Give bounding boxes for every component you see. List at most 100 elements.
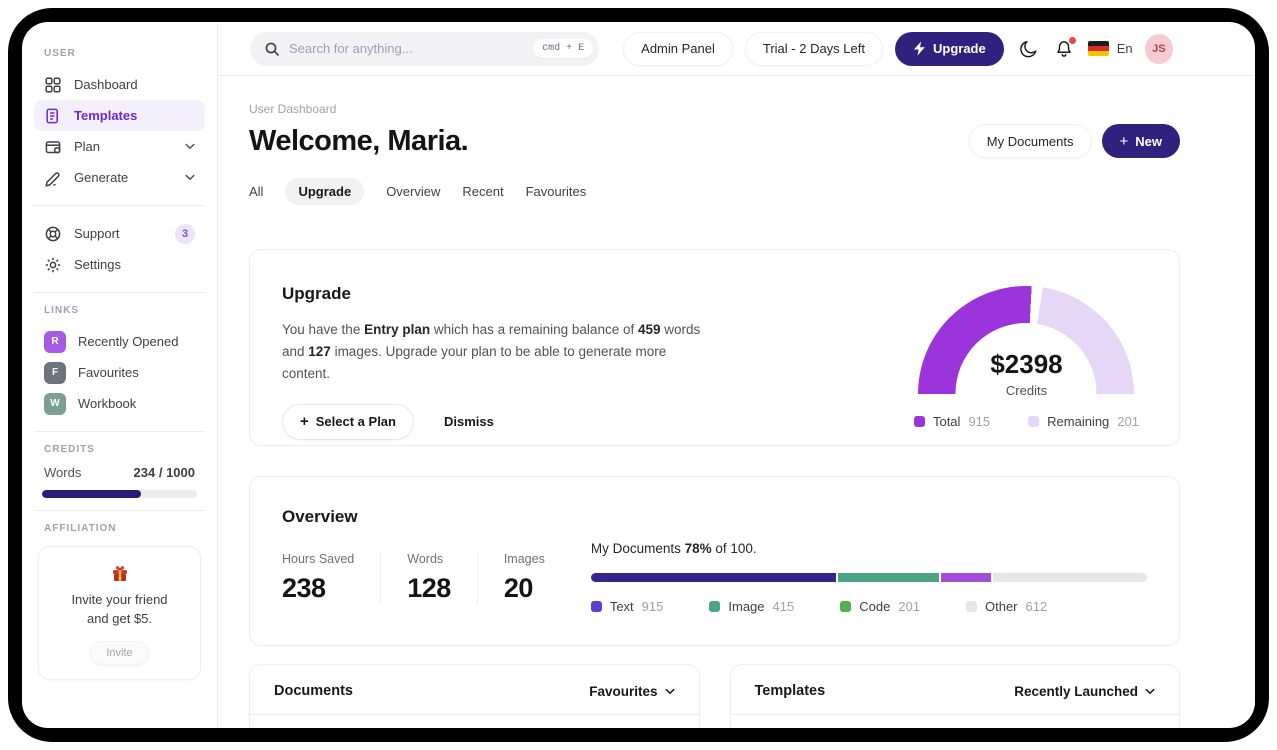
admin-panel-button[interactable]: Admin Panel [623, 31, 733, 66]
credits-usage-row: Words 234 / 1000 [42, 465, 197, 480]
sidebar-item-generate[interactable]: Generate [34, 162, 205, 193]
template-list-item[interactable]: Blog Post Title in Workbook [731, 715, 1180, 728]
tab-overview[interactable]: Overview [386, 184, 441, 199]
dark-mode-toggle[interactable] [1016, 37, 1040, 61]
language-selector[interactable]: En [1087, 41, 1133, 56]
stacked-bar [590, 573, 1147, 582]
sidebar-link-label: Recently Opened [78, 334, 179, 349]
bar-segment-text [590, 573, 836, 582]
sidebar-item-label: Support [74, 226, 120, 241]
moon-icon [1018, 39, 1038, 59]
sidebar-section-credits: CREDITS [44, 444, 95, 455]
select-plan-button[interactable]: + Select a Plan [282, 403, 414, 440]
documents-filter-dropdown[interactable]: Favourites [589, 684, 675, 699]
grid-icon [44, 76, 62, 94]
legend-swatch [1028, 416, 1040, 427]
app-window: USER Dashboard Templates Plan Generate S… [22, 22, 1255, 728]
sidebar-item-plan[interactable]: Plan [34, 131, 205, 162]
affiliation-text: Invite your friend and get $5. [71, 592, 168, 626]
invite-button[interactable]: Invite [90, 640, 149, 665]
tab-all[interactable]: All [249, 184, 264, 199]
legend-item-image: Image 415 [709, 599, 794, 614]
legend-swatch [590, 601, 602, 612]
upgrade-card-body: You have the Entry plan which has a rema… [282, 322, 701, 381]
stat-hours-saved: Hours Saved 238 [282, 552, 382, 604]
credits-progress-track [42, 490, 197, 498]
topbar: cmd + E Admin Panel Trial - 2 Days Left … [218, 22, 1255, 76]
search-shortcut-badge: cmd + E [533, 39, 594, 58]
legend-item-code: Code 201 [840, 599, 920, 614]
tab-recent[interactable]: Recent [462, 184, 504, 199]
plus-icon: + [1119, 132, 1129, 150]
tab-bar: All Upgrade Overview Recent Favourites [249, 178, 1180, 205]
documents-progress-chart: My Documents 78% of 100. Text 915 [590, 541, 1147, 615]
document-list-item[interactable]: Untitled Document in Workbook [250, 715, 699, 728]
user-avatar[interactable]: JS [1144, 33, 1173, 64]
legend-item-total: Total 915 [913, 414, 990, 429]
trial-status-button[interactable]: Trial - 2 Days Left [744, 31, 883, 66]
templates-filter-dropdown[interactable]: Recently Launched [1014, 684, 1155, 699]
tab-upgrade[interactable]: Upgrade [285, 178, 365, 205]
sidebar-item-label: Plan [74, 139, 101, 154]
sidebar-section-user: USER [44, 48, 76, 59]
notification-dot [1068, 36, 1076, 44]
legend-swatch [709, 601, 721, 612]
stat-words: Words 128 [407, 552, 478, 604]
sidebar-link-label: Workbook [78, 396, 137, 411]
support-badge: 3 [175, 223, 195, 244]
gift-icon [47, 563, 192, 583]
language-label: En [1116, 41, 1133, 56]
legend-item-remaining: Remaining 201 [1028, 414, 1139, 429]
sidebar-item-support[interactable]: Support 3 [34, 218, 205, 249]
progress-label: My Documents 78% of 100. [590, 541, 757, 556]
sidebar-link-favourites[interactable]: F Favourites [34, 357, 205, 388]
lifebuoy-icon [44, 225, 62, 243]
pencil-icon [44, 169, 62, 187]
sidebar-divider [34, 292, 205, 293]
new-button[interactable]: + New [1101, 124, 1180, 158]
sidebar-item-templates[interactable]: Templates [34, 100, 205, 131]
templates-card: Templates Recently Launched Blog Post Ti… [729, 664, 1180, 728]
sidebar-link-workbook[interactable]: W Workbook [34, 388, 205, 419]
affiliation-card: Invite your friend and get $5. Invite [38, 546, 201, 680]
sidebar-link-recently-opened[interactable]: R Recently Opened [34, 326, 205, 357]
gauge-value: $2398 [990, 349, 1063, 379]
page-title: Welcome, Maria. [249, 124, 469, 157]
sidebar-divider [34, 205, 205, 206]
overview-card-title: Overview [282, 507, 358, 526]
my-documents-button[interactable]: My Documents [968, 124, 1092, 158]
bar-segment-image [837, 573, 940, 582]
page-content: User Dashboard Welcome, Maria. My Docume… [218, 76, 1255, 728]
sidebar: USER Dashboard Templates Plan Generate S… [22, 22, 218, 728]
chevron-down-icon [664, 688, 675, 695]
upgrade-card: Upgrade You have the Entry plan which ha… [249, 249, 1180, 446]
legend-item-other: Other 612 [966, 599, 1047, 614]
overview-card: Overview Hours Saved 238 Words 128 Image… [249, 476, 1180, 646]
search-bar[interactable]: cmd + E [250, 31, 600, 66]
sidebar-divider [34, 510, 205, 511]
notifications-button[interactable] [1052, 36, 1076, 61]
templates-card-title: Templates [754, 683, 826, 699]
stat-images: Images 20 [503, 552, 545, 603]
sidebar-item-label: Generate [74, 170, 129, 185]
search-input[interactable] [289, 41, 525, 56]
tab-favourites[interactable]: Favourites [525, 184, 587, 199]
upgrade-card-left: Upgrade You have the Entry plan which ha… [282, 284, 714, 445]
sidebar-link-label: Favourites [78, 365, 139, 380]
credits-gauge-chart: $2398 Credits Total 915 Remaining [913, 284, 1139, 445]
bar-segment-code [941, 573, 991, 582]
sidebar-item-label: Dashboard [74, 77, 138, 92]
dismiss-button[interactable]: Dismiss [443, 414, 494, 430]
overview-stats: Hours Saved 238 Words 128 Images 20 [282, 552, 545, 604]
link-initial-badge: R [44, 330, 66, 353]
gear-icon [44, 256, 62, 274]
link-initial-badge: W [44, 392, 66, 415]
sidebar-section-links: LINKS [44, 305, 79, 316]
sidebar-item-dashboard[interactable]: Dashboard [34, 69, 205, 100]
gauge-center-label: $2398 Credits [918, 349, 1134, 398]
legend-swatch [966, 601, 977, 612]
sidebar-item-settings[interactable]: Settings [34, 249, 205, 280]
bell-icon [1054, 39, 1074, 59]
upgrade-button[interactable]: Upgrade [894, 31, 1004, 66]
germany-flag-icon [1087, 41, 1109, 56]
